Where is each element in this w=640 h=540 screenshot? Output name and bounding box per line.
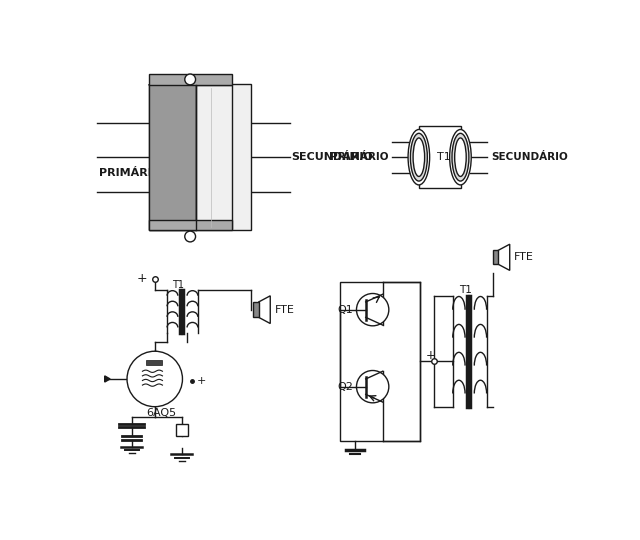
Ellipse shape <box>408 130 429 185</box>
Ellipse shape <box>410 133 428 181</box>
Text: 6AQ5: 6AQ5 <box>146 408 176 418</box>
Bar <box>149 74 232 85</box>
Text: PRIMÁRIO: PRIMÁRIO <box>99 167 161 178</box>
Text: PRIMÁRIO: PRIMÁRIO <box>330 152 388 162</box>
Bar <box>196 85 232 229</box>
Text: Q2: Q2 <box>338 382 354 392</box>
Ellipse shape <box>450 130 471 185</box>
Ellipse shape <box>452 133 469 181</box>
Circle shape <box>356 370 389 403</box>
Bar <box>493 251 498 264</box>
Text: T1: T1 <box>459 285 472 295</box>
Text: T1: T1 <box>172 280 184 290</box>
Polygon shape <box>259 296 270 323</box>
Text: Q1: Q1 <box>338 305 353 315</box>
Text: T1: T1 <box>211 151 227 164</box>
Circle shape <box>185 231 196 242</box>
Bar <box>149 220 232 231</box>
Text: SECUNDÁRIO: SECUNDÁRIO <box>492 152 568 162</box>
Circle shape <box>356 294 389 326</box>
Bar <box>175 423 188 436</box>
Bar <box>419 126 461 188</box>
Polygon shape <box>105 376 110 382</box>
Polygon shape <box>498 244 509 271</box>
Circle shape <box>185 74 196 85</box>
Polygon shape <box>196 85 232 229</box>
Circle shape <box>127 351 182 407</box>
Polygon shape <box>149 85 232 110</box>
Bar <box>340 282 420 441</box>
Text: SECUNDÁRIO: SECUNDÁRIO <box>291 152 372 162</box>
Text: +: + <box>426 349 435 362</box>
Bar <box>253 302 259 318</box>
Text: +: + <box>136 272 147 285</box>
Bar <box>149 84 196 231</box>
Ellipse shape <box>413 138 424 177</box>
Text: T1: T1 <box>436 152 451 162</box>
Text: +: + <box>196 376 205 386</box>
Bar <box>196 84 251 231</box>
Bar <box>145 360 163 365</box>
Ellipse shape <box>454 138 466 177</box>
Text: FTE: FTE <box>275 305 295 315</box>
Bar <box>149 84 196 231</box>
Text: FTE: FTE <box>515 252 534 262</box>
